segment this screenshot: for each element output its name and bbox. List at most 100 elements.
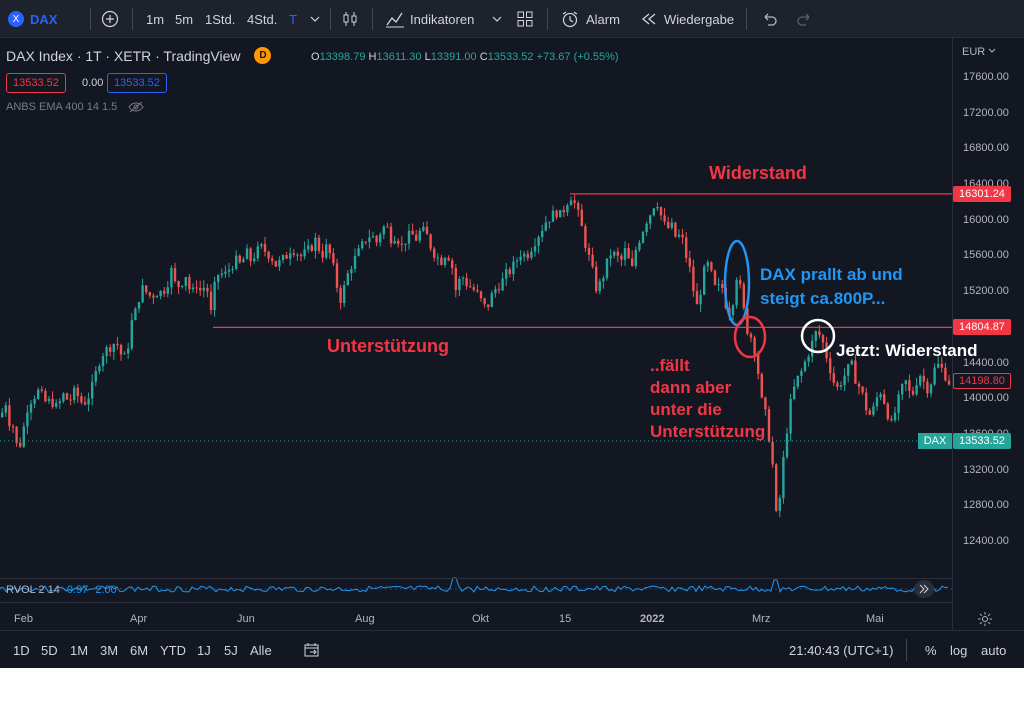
rvol-value: 0.97 [66,584,89,596]
auto-toggle[interactable]: auto [981,642,1007,658]
candle-body [393,240,396,244]
candle-body [785,433,789,458]
candle-body [98,366,101,372]
range-button[interactable]: 1M [70,642,89,658]
gear-icon [978,612,992,626]
price-chart[interactable] [0,38,952,602]
undo-button[interactable] [760,0,778,38]
symbol-search[interactable]: X DAX [8,0,57,38]
candle-body [245,248,249,260]
eye-hidden-icon[interactable] [128,101,144,113]
candle-body [29,403,33,413]
candle-body [11,426,15,428]
candle-body [177,281,180,288]
date-range-button[interactable] [303,631,321,668]
candle-body [479,291,483,299]
candle-body [526,253,529,258]
range-button[interactable]: Alle [250,642,272,658]
candle-body [573,200,576,203]
candle-body [641,232,645,243]
layout-button[interactable] [516,0,534,38]
range-button[interactable]: YTD [160,642,186,658]
collapse-panel-button[interactable] [914,580,934,598]
range-button[interactable]: 6M [130,642,149,658]
currency-selector[interactable]: EUR [962,46,996,58]
candle-body [350,268,353,274]
clock-display[interactable]: 21:40:43 (UTC+1) [789,642,894,658]
candle-body [767,409,771,442]
range-button[interactable]: 3M [100,642,119,658]
indicator-legend[interactable]: ANBS EMA 400 14 1.5 [6,101,144,113]
range-button[interactable]: 1D [13,642,30,658]
timeframe-1m[interactable]: 1m [146,0,164,38]
candle-body [332,253,335,264]
candle-body [209,291,213,311]
log-toggle[interactable]: log [950,642,968,658]
candle-body [206,287,209,292]
range-button[interactable]: 5J [224,642,238,658]
break-ellipse [733,315,767,359]
candle-body [1,412,4,418]
market-badge: D [254,47,272,64]
timeframe-4h[interactable]: 4Std. [247,0,277,38]
chart-type-button[interactable] [341,0,359,38]
candle-body [227,269,231,272]
redo-button[interactable] [796,0,814,38]
candle-body [602,278,605,282]
timeframe-1h[interactable]: 1Std. [205,0,235,38]
candle-body [677,234,681,237]
candle-body [109,347,112,352]
buy-price-button[interactable]: 13533.52 [107,73,167,93]
time-axis[interactable] [0,602,952,630]
candle-body [101,356,105,367]
candle-body [116,344,119,346]
candle-body [411,230,414,235]
candle-body [134,308,137,321]
alarm-button[interactable]: Alarm [560,0,620,38]
candle-body [746,307,749,335]
candle-body [890,418,893,421]
candle-body [364,241,367,243]
candle-body [731,305,735,316]
candle-body [469,286,472,288]
chart-settings-button[interactable] [977,611,993,632]
percent-toggle[interactable]: % [925,642,937,658]
indicators-dropdown[interactable] [492,0,502,38]
replay-button[interactable]: Wiedergabe [640,0,734,38]
candle-body [123,353,126,355]
range-button[interactable]: 1J [197,642,211,658]
rvol-legend[interactable]: RVOL 2 14 0.97 2.00 [6,584,117,596]
timeframe-5m[interactable]: 5m [175,0,193,38]
timeframe-dropdown[interactable] [310,0,320,38]
candle-body [922,375,925,382]
sell-price-button[interactable]: 13533.52 [6,73,66,93]
candle-body [674,222,677,237]
indicators-icon [386,12,404,28]
candle-body [94,371,97,382]
candle-body [605,258,609,279]
candle-body [670,222,673,228]
timeframe-1d[interactable]: T [289,0,297,38]
candle-body [919,375,922,385]
spread-value: 0.00 [82,77,104,89]
candle-body [173,268,177,282]
candle-body [26,412,29,427]
indicators-button[interactable]: Indikatoren [385,0,474,38]
candle-body [19,442,22,447]
candle-body [908,380,911,391]
candle-body [310,245,313,251]
candle-body [663,215,666,222]
candle-body [224,271,227,274]
candle-body [303,249,306,257]
compare-button[interactable] [101,0,119,38]
candle-body [47,398,51,402]
candle-body [710,262,713,271]
resistance-annotation: Widerstand [709,163,807,183]
candle-body [433,248,436,258]
candle-body [562,210,565,213]
range-button[interactable]: 5D [41,642,58,658]
symbol-icon: X [8,11,24,27]
candle-body [911,390,915,395]
bottom-toolbar: 1D 5D 1M 3M 6M YTD 1J 5J Alle 21:40:43 (UTC+1) %… [0,630,1024,668]
high-label: H [368,51,377,63]
